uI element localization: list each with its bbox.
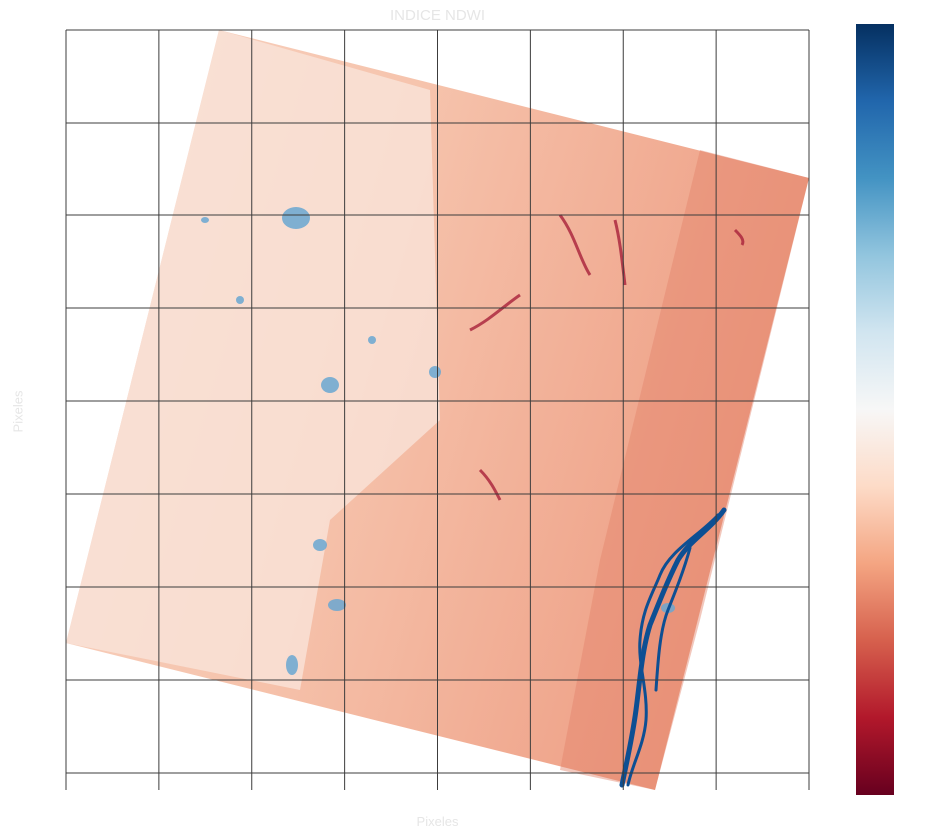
ndwi-dry-region xyxy=(560,150,809,790)
water-body xyxy=(201,217,209,223)
water-body xyxy=(429,366,441,378)
water-body xyxy=(236,296,244,304)
drainage-channel xyxy=(558,214,592,276)
water-body xyxy=(328,599,346,611)
river-channel xyxy=(654,546,692,692)
water-body xyxy=(313,539,327,551)
chart-title: INDICE NDWI xyxy=(390,7,485,24)
drainage-channel xyxy=(469,293,521,332)
x-axis-label: Pixeles xyxy=(416,814,459,829)
ndwi-low-relief-region xyxy=(66,30,440,690)
river-channel xyxy=(626,513,720,787)
water-body xyxy=(368,336,376,344)
drainage-channel xyxy=(613,219,627,286)
water-body xyxy=(321,377,339,393)
river-channel xyxy=(619,507,727,788)
grid-lines xyxy=(65,29,810,790)
colorbar-gradient xyxy=(856,24,894,795)
colorbar xyxy=(856,24,894,795)
water-body xyxy=(282,207,310,229)
y-axis-label: Pixeles xyxy=(10,390,26,433)
drainage-channel xyxy=(478,468,502,501)
drainage-channel xyxy=(733,228,745,246)
water-body xyxy=(286,655,298,675)
